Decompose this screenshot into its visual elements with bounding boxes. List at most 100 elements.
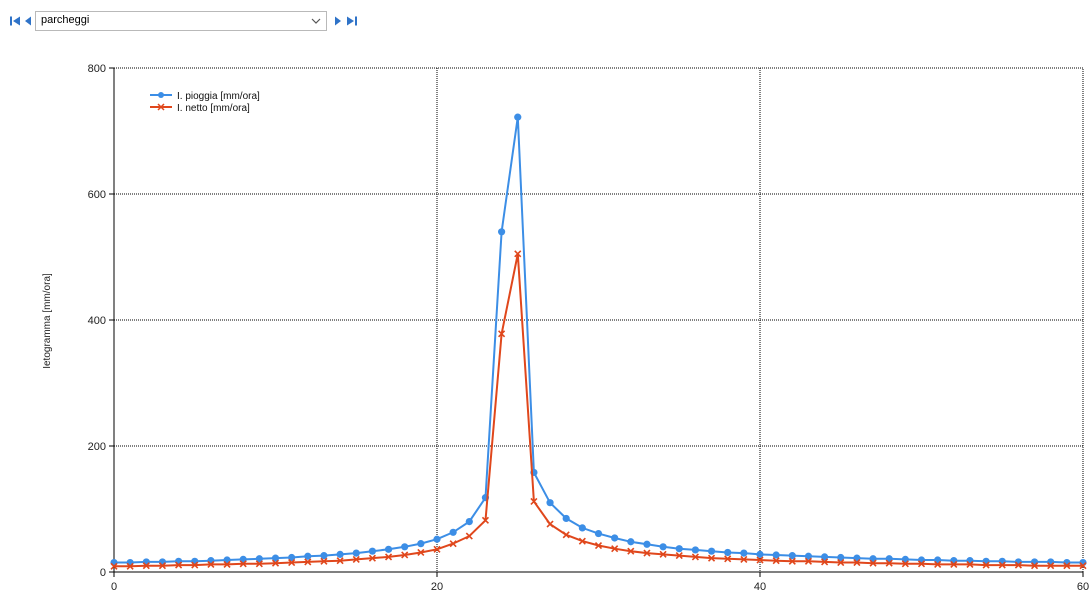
y-tick-label: 400 [88,315,106,327]
data-point [966,557,974,565]
data-point [917,560,926,568]
chart-series [110,113,1087,570]
data-point-stroke [449,540,457,548]
data-point [643,549,651,557]
data-point [821,558,829,566]
data-point [304,552,312,560]
data-point-stroke [465,532,473,540]
data-point [724,555,732,563]
data-point [352,555,360,563]
data-point-stroke [675,552,683,560]
data-point-stroke [740,555,748,563]
data-point [724,548,732,557]
last-record-button[interactable] [346,14,358,28]
legend-label: I. netto [mm/ora] [177,103,250,114]
next-record-button[interactable] [332,14,344,28]
chart-axes: 0 200 400 600 800 0 20 40 60 [88,63,1089,593]
data-point [934,560,942,569]
data-point [465,532,473,540]
legend-label: I. pioggia [mm/ora] [177,91,260,102]
data-point [336,557,344,565]
data-point-stroke [481,516,490,524]
data-point [514,250,522,258]
x-tick-label: 40 [754,581,766,593]
data-point-stroke [1063,562,1071,570]
data-point [336,550,344,558]
data-point [917,556,926,564]
record-select[interactable]: parcheggi [35,11,327,31]
data-point [175,561,183,569]
data-point-stroke [788,557,796,565]
data-point [449,540,457,548]
previous-record-button[interactable] [22,14,34,28]
data-point-stroke [998,561,1006,569]
data-point-stroke [352,555,360,563]
data-point [998,557,1006,565]
data-point [255,560,263,568]
data-point-stroke [724,555,732,563]
data-point [950,560,958,569]
grid-lines [113,67,1084,573]
data-point-stroke [433,545,441,553]
data-point-stroke [934,560,942,569]
data-point-stroke [336,557,344,565]
data-point [288,553,296,562]
data-point-stroke [1014,561,1022,569]
data-point [837,558,845,567]
data-point [417,548,425,557]
data-point-stroke [853,558,861,567]
data-point [772,557,780,565]
data-point [384,553,393,561]
data-point-stroke [966,560,974,569]
data-point [1079,562,1087,570]
data-point [175,557,183,565]
data-point [740,549,748,557]
data-point [546,499,554,507]
previous-record-icon [25,16,31,26]
data-point [675,552,683,560]
data-point-stroke [239,560,247,568]
data-point-stroke [255,560,263,568]
data-point-stroke [514,250,522,258]
data-point [562,514,570,523]
data-point [788,557,796,565]
data-point-stroke [158,562,167,570]
data-point-stroke [627,547,635,555]
data-point [223,560,231,569]
x-tick-label: 20 [431,581,443,593]
data-point [659,550,667,558]
y-tick-label: 600 [88,189,106,201]
data-point [142,562,150,570]
data-point [433,535,441,543]
data-point-stroke [917,560,926,568]
data-point [707,554,716,562]
data-point [756,556,764,564]
data-point-stroke [578,537,586,545]
data-point [271,559,280,567]
data-point [207,557,215,565]
data-point [110,558,118,567]
data-point-stroke [756,556,764,564]
data-point-stroke [142,562,150,570]
data-point [1063,562,1071,570]
series-line-2 [114,253,1083,568]
data-point-stroke [562,531,570,539]
data-point [271,554,280,562]
data-point [255,555,263,563]
data-point-stroke [498,330,506,338]
data-point-stroke [869,559,877,567]
data-point [142,558,150,566]
data-point [901,560,909,568]
data-point-stroke [950,560,958,569]
data-point-stroke [223,560,231,569]
data-point-stroke [368,554,376,562]
data-point-stroke [110,562,118,570]
last-record-icon [347,16,357,26]
data-point [384,545,393,553]
data-point [594,541,603,550]
data-point [821,553,829,561]
y-tick-label: 0 [100,567,106,579]
data-point-stroke [643,549,651,557]
data-point [368,554,376,562]
first-record-button[interactable] [9,14,21,28]
